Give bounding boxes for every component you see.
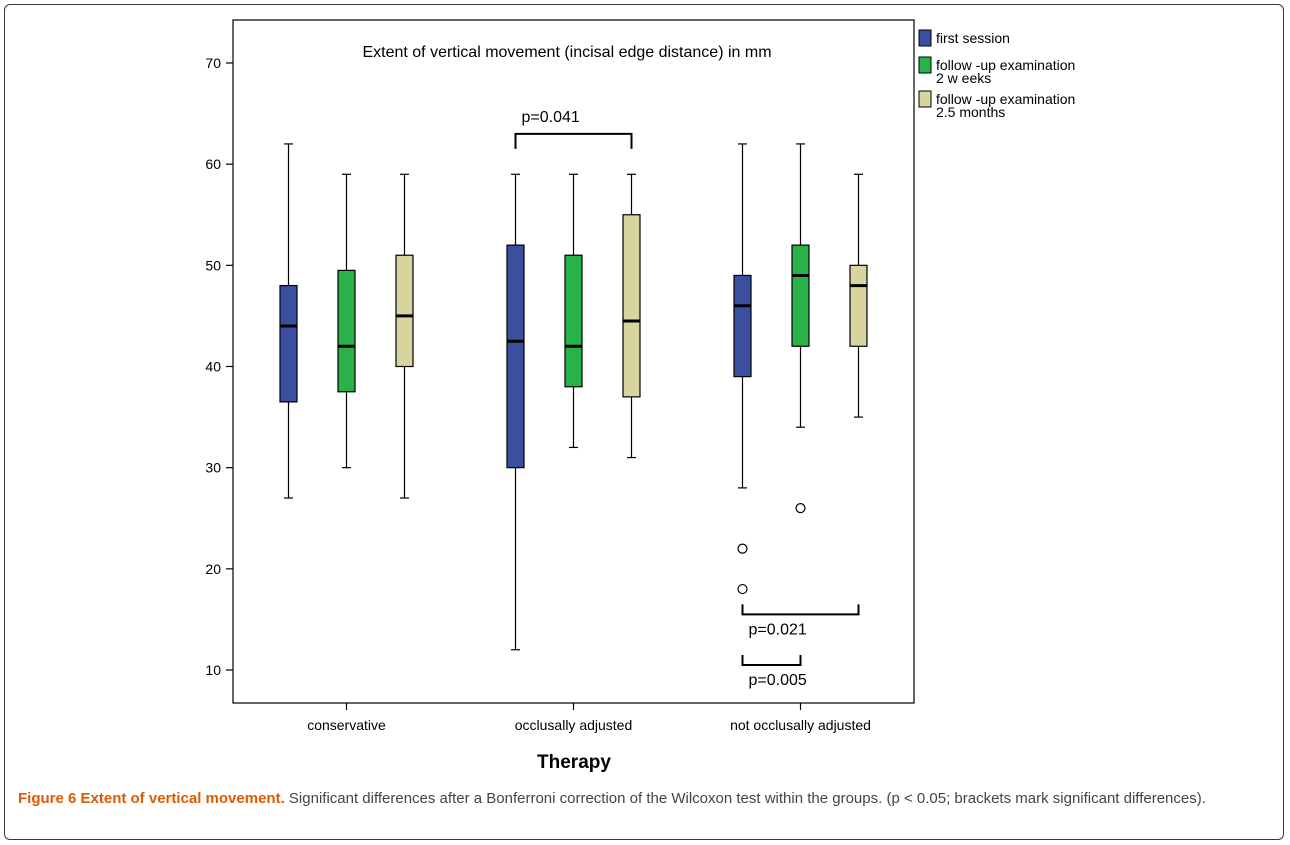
p-value-label-1: p=0.041 [522, 109, 580, 126]
box-s1-c3 [733, 274, 752, 378]
significance-bracket-3 [741, 654, 802, 666]
caption-body: Significant differences after a Bonferro… [284, 790, 1206, 807]
y-tick-label-20: 20 [205, 561, 221, 577]
box-s2-c2 [564, 254, 583, 388]
p-value-label-2: p=0.021 [749, 621, 807, 638]
significance-bracket-2 [741, 604, 860, 616]
figure-caption: Figure 6 Extent of vertical movement. Si… [18, 788, 1268, 810]
legend-swatch-3 [918, 90, 932, 108]
y-tick-label-40: 40 [205, 359, 221, 375]
figure-frame [4, 4, 1284, 840]
y-tick-label-70: 70 [205, 55, 221, 71]
legend-label-2-line-2: 2 w eeks [936, 70, 991, 86]
legend-label-3-line-2: 2.5 months [936, 104, 1005, 120]
y-tick-label-30: 30 [205, 460, 221, 476]
box-s1-c2 [506, 244, 525, 469]
legend-label-2-line-1: follow -up examination [936, 57, 1075, 73]
x-tick-label-3: not occlusally adjusted [730, 717, 871, 733]
box-s3-c3 [849, 264, 868, 347]
box-plot-chart: Extent of vertical movement (incisal edg… [205, 19, 1075, 773]
legend-swatch-2 [918, 56, 932, 74]
legend-label-3-line-1: follow -up examination [936, 91, 1075, 107]
y-tick-label-60: 60 [205, 156, 221, 172]
caption-title: Figure 6 Extent of vertical movement. [18, 790, 285, 807]
chart-title: Extent of vertical movement (incisal edg… [362, 44, 771, 61]
box-s3-c2 [622, 214, 641, 398]
significance-bracket-1 [514, 132, 633, 149]
legend-swatch-1 [918, 29, 932, 47]
x-axis-label: Therapy [537, 752, 611, 773]
x-tick-label-1: conservative [307, 717, 386, 733]
p-value-label-3: p=0.005 [749, 672, 807, 689]
outlier-s2-c3-1 [795, 503, 806, 514]
outlier-s1-c3-2 [737, 583, 748, 595]
y-tick-label-50: 50 [205, 257, 221, 273]
box-s2-c1 [337, 269, 356, 393]
box-s2-c3 [791, 244, 810, 347]
x-tick-label-2: occlusally adjusted [515, 717, 633, 733]
y-tick-label-10: 10 [205, 662, 221, 678]
outlier-s1-c3-1 [737, 543, 748, 554]
box-s3-c1 [395, 254, 414, 368]
box-s1-c1 [279, 284, 298, 403]
legend-label-1-line-1: first session [936, 30, 1010, 46]
